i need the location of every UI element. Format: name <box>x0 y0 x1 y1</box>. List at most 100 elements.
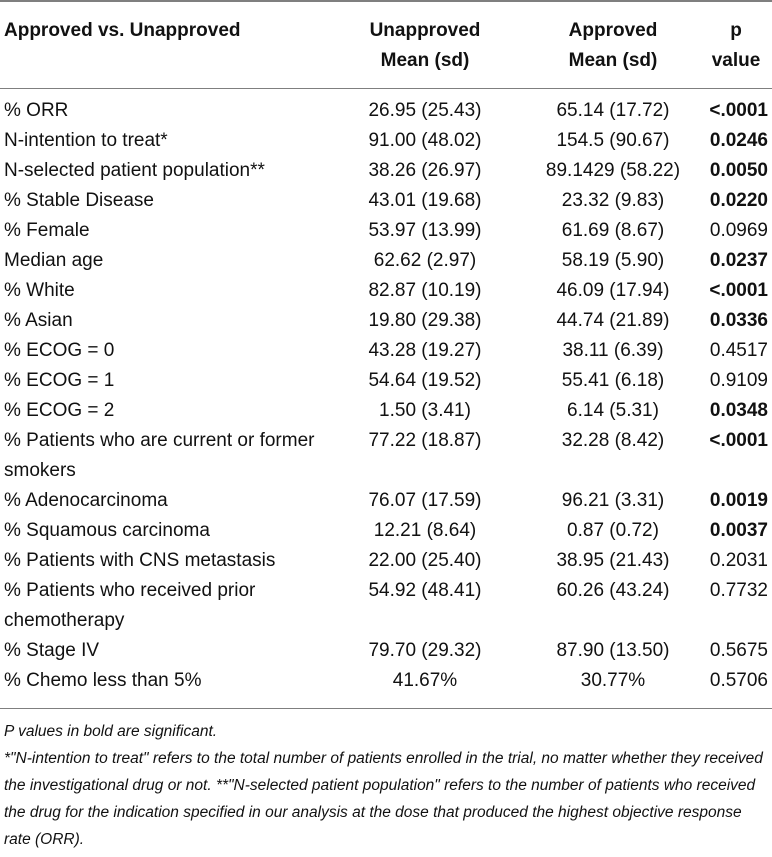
header-p-line2: value <box>711 50 761 71</box>
unapproved-mean-sd: 82.87 (10.19) <box>368 280 482 301</box>
approved-mean-sd: 61.69 (8.67) <box>561 220 665 241</box>
p-value: 0.2031 <box>709 550 768 571</box>
header-p-value: p value <box>700 16 772 76</box>
p-value: 0.5675 <box>709 640 768 661</box>
table-row: % Patients who are current or former smo… <box>0 426 772 486</box>
table-row: Median age 62.62 (2.97) 58.19 (5.90) 0.0237 <box>0 246 772 276</box>
p-value: 0.9109 <box>709 370 768 391</box>
table-row: % ECOG = 2 1.50 (3.41) 6.14 (5.31) 0.0348 <box>0 396 772 426</box>
approved-mean-sd: 96.21 (3.31) <box>561 490 665 511</box>
header-approved-line2: Mean (sd) <box>568 50 658 71</box>
table-row: % Patients with CNS metastasis 22.00 (25.… <box>0 546 772 576</box>
approved-mean-sd: 154.5 (90.67) <box>556 130 670 151</box>
footnote-definitions: *"N-intention to treat" refers to the to… <box>4 750 763 848</box>
approved-mean-sd: 38.95 (21.43) <box>556 550 670 571</box>
table-row: N-intention to treat* 91.00 (48.02) 154.5 … <box>0 126 772 156</box>
unapproved-mean-sd: 26.95 (25.43) <box>368 100 482 121</box>
header-unapproved: Unapproved Mean (sd) <box>330 16 520 76</box>
row-label: % White <box>4 280 75 301</box>
p-value: 0.0237 <box>709 250 768 271</box>
table-row: % ECOG = 0 43.28 (19.27) 38.11 (6.39) 0.451… <box>0 336 772 366</box>
approved-mean-sd: 89.1429 (58.22) <box>545 160 681 181</box>
row-label: % Stage IV <box>4 640 100 661</box>
row-label: % Chemo less than 5% <box>4 670 202 691</box>
approved-mean-sd: 60.26 (43.24) <box>556 580 670 601</box>
p-value: 0.0037 <box>709 520 768 541</box>
table-row: % ORR 26.95 (25.43) 65.14 (17.72) <.0001 <box>0 96 772 126</box>
unapproved-mean-sd: 62.62 (2.97) <box>373 250 477 271</box>
table-row: % Chemo less than 5% 41.67% 30.77% 0.5706 <box>0 666 772 696</box>
unapproved-mean-sd: 53.97 (13.99) <box>368 220 482 241</box>
header-p-line1: p <box>730 20 742 41</box>
unapproved-mean-sd: 19.80 (29.38) <box>368 310 482 331</box>
approved-mean-sd: 38.11 (6.39) <box>562 340 664 361</box>
row-label: % Adenocarcinoma <box>4 490 168 511</box>
row-label: Median age <box>4 250 104 271</box>
approved-mean-sd: 23.32 (9.83) <box>561 190 665 211</box>
unapproved-mean-sd: 79.70 (29.32) <box>368 640 482 661</box>
unapproved-mean-sd: 1.50 (3.41) <box>379 400 471 421</box>
header-approved-line1: Approved <box>568 20 658 41</box>
row-label: % ECOG = 2 <box>4 400 115 421</box>
approved-mean-sd: 46.09 (17.94) <box>556 280 670 301</box>
p-value: 0.0019 <box>709 490 768 511</box>
row-label: % Female <box>4 220 90 241</box>
p-value: 0.4517 <box>709 340 768 361</box>
bottom-rule <box>0 708 772 709</box>
row-label: % Stable Disease <box>4 190 154 211</box>
approved-mean-sd: 87.90 (13.50) <box>556 640 670 661</box>
unapproved-mean-sd: 43.28 (19.27) <box>368 340 482 361</box>
approved-mean-sd: 30.77% <box>580 670 646 691</box>
row-label: % ECOG = 0 <box>4 340 115 361</box>
table-row: % White 82.87 (10.19) 46.09 (17.94) <.0001 <box>0 276 772 306</box>
p-value: 0.0348 <box>709 400 768 421</box>
unapproved-mean-sd: 77.22 (18.87) <box>368 430 482 451</box>
p-value: 0.0969 <box>709 220 768 241</box>
unapproved-mean-sd: 22.00 (25.40) <box>368 550 482 571</box>
approved-mean-sd: 55.41 (6.18) <box>561 370 665 391</box>
top-rule <box>0 0 772 2</box>
row-label: % Squamous carcinoma <box>4 520 210 541</box>
approved-mean-sd: 6.14 (5.31) <box>567 400 659 421</box>
table-row: % Adenocarcinoma 76.07 (17.59) 96.21 (3.31… <box>0 486 772 516</box>
unapproved-mean-sd: 54.92 (48.41) <box>368 580 482 601</box>
approved-mean-sd: 44.74 (21.89) <box>556 310 670 331</box>
footnotes: P values in bold are significant. *"N-in… <box>4 718 768 853</box>
table-row: % Female 53.97 (13.99) 61.69 (8.67) 0.0969 <box>0 216 772 246</box>
unapproved-mean-sd: 38.26 (26.97) <box>368 160 482 181</box>
p-value: 0.0336 <box>709 310 768 331</box>
row-label: N-selected patient population** <box>4 160 265 181</box>
p-value: 0.5706 <box>709 670 768 691</box>
p-value: <.0001 <box>709 430 768 451</box>
table-header: Approved vs. Unapproved Unapproved Mean … <box>0 2 772 86</box>
row-label: % Patients who received prior chemothera… <box>4 580 256 631</box>
table-row: % Stable Disease 43.01 (19.68) 23.32 (9.83… <box>0 186 772 216</box>
row-label: % Patients who are current or former smo… <box>4 430 315 481</box>
footnote-significance: P values in bold are significant. <box>4 723 218 740</box>
header-approved: Approved Mean (sd) <box>518 16 708 76</box>
row-label: % Patients with CNS metastasis <box>4 550 276 571</box>
approved-mean-sd: 0.87 (0.72) <box>567 520 659 541</box>
table-body: % ORR 26.95 (25.43) 65.14 (17.72) <.0001 N-i… <box>0 96 772 696</box>
header-rule <box>0 88 772 89</box>
unapproved-mean-sd: 76.07 (17.59) <box>368 490 482 511</box>
approved-mean-sd: 32.28 (8.42) <box>561 430 665 451</box>
unapproved-mean-sd: 91.00 (48.02) <box>368 130 482 151</box>
table-row: % Squamous carcinoma 12.21 (8.64) 0.87 (0.… <box>0 516 772 546</box>
p-value: 0.0050 <box>709 160 768 181</box>
p-value: 0.0220 <box>709 190 768 211</box>
approved-mean-sd: 58.19 (5.90) <box>561 250 665 271</box>
unapproved-mean-sd: 12.21 (8.64) <box>373 520 477 541</box>
approved-mean-sd: 65.14 (17.72) <box>556 100 670 121</box>
p-value: <.0001 <box>709 100 768 121</box>
table-row: N-selected patient population** 38.26 (26… <box>0 156 772 186</box>
table-row: % Asian 19.80 (29.38) 44.74 (21.89) 0.0336 <box>0 306 772 336</box>
row-label: % Asian <box>4 310 73 331</box>
unapproved-mean-sd: 41.67% <box>392 670 458 691</box>
table-row: % Patients who received prior chemothera… <box>0 576 772 636</box>
p-value: 0.0246 <box>709 130 768 151</box>
row-label: % ORR <box>4 100 69 121</box>
row-label: N-intention to treat* <box>4 130 168 151</box>
table-row: % Stage IV 79.70 (29.32) 87.90 (13.50) 0.56… <box>0 636 772 666</box>
